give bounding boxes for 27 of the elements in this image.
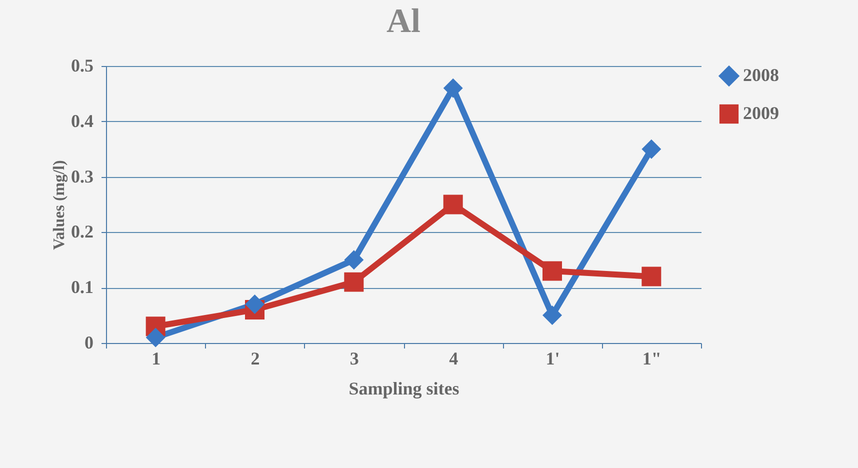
point — [443, 194, 463, 214]
point — [344, 272, 364, 292]
x-tick-label: 2 — [250, 348, 260, 368]
y-tick-label: 0 — [84, 332, 94, 352]
chart-title: Al — [386, 3, 420, 40]
legend-label: 2008 — [743, 65, 779, 85]
y-tick-label: 0.4 — [71, 110, 94, 131]
legend-label: 2009 — [743, 103, 779, 123]
x-tick-label: 1" — [642, 348, 662, 368]
y-tick-label: 0.1 — [71, 277, 94, 298]
y-tick-label: 0.5 — [71, 56, 94, 76]
point — [642, 266, 662, 286]
x-tick-label: 4 — [449, 348, 458, 368]
x-axis-title: Sampling sites — [348, 378, 460, 398]
x-tick-label: 1' — [546, 348, 560, 368]
point — [344, 250, 364, 270]
point — [443, 78, 463, 98]
y-tick-label: 0.2 — [71, 222, 94, 242]
y-axis-title: Values (mg/l) — [51, 160, 68, 250]
x-tick-label: 3 — [350, 348, 359, 368]
point — [542, 261, 562, 281]
point — [245, 294, 264, 314]
point — [146, 328, 166, 348]
point — [542, 306, 562, 326]
y-tick-label: 0.3 — [71, 166, 94, 186]
x-tick-label: 1 — [152, 348, 161, 368]
point — [642, 139, 662, 159]
